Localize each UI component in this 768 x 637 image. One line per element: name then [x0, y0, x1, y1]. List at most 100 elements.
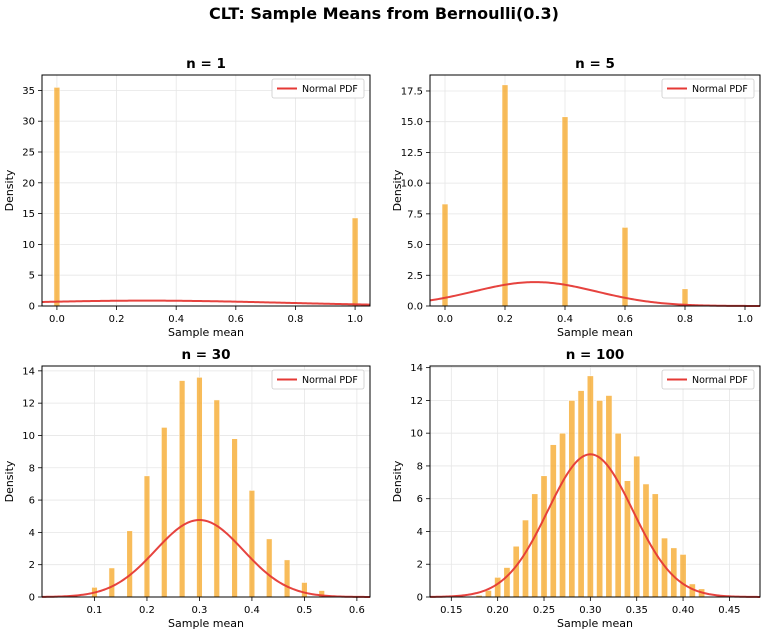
histogram-bar: [559, 432, 567, 598]
y-tick-label: 15.0: [401, 117, 423, 128]
x-tick-label: 0.6: [617, 314, 633, 325]
y-tick-label: 5: [29, 271, 35, 282]
y-tick-label: 8: [29, 463, 35, 474]
histogram-bar: [651, 493, 659, 598]
y-tick-label: 35: [22, 86, 35, 97]
y-tick-label: 14: [410, 363, 423, 374]
x-tick-label: 0.6: [349, 605, 365, 616]
histogram-bar: [494, 577, 502, 598]
histogram-bar: [596, 400, 604, 598]
y-axis-label: Density: [3, 169, 16, 211]
y-tick-label: 6: [417, 494, 423, 505]
x-tick-label: 0.3: [191, 605, 207, 616]
histogram-bar: [283, 559, 291, 598]
x-tick-label: 0.5: [296, 605, 312, 616]
legend: Normal PDF: [271, 78, 365, 99]
histogram-bar: [561, 116, 569, 307]
x-tick-label: 0.15: [440, 605, 462, 616]
y-tick-label: 2: [29, 560, 35, 571]
histogram-bar: [503, 567, 511, 598]
y-tick-label: 4: [417, 527, 423, 538]
y-tick-label: 4: [29, 528, 35, 539]
chart-panel-3: 0.1 0.2 0.3 0.4 0.5 0.6 0 2 4 6 8 10 12 14 n = 30 Sampl…: [3, 347, 371, 630]
y-tick-label: 0.0: [407, 302, 423, 313]
panel-title: n = 100: [566, 347, 625, 363]
y-tick-label: 30: [22, 117, 35, 128]
histogram-bar: [586, 375, 594, 598]
x-tick-label: 0.8: [677, 314, 693, 325]
histogram-bar: [681, 288, 689, 307]
legend-box: [661, 78, 755, 99]
legend-box: [271, 369, 365, 390]
histogram-bar: [568, 400, 576, 598]
y-tick-label: 15: [22, 209, 35, 220]
y-tick-label: 7.5: [407, 209, 423, 220]
x-tick-label: 0.4: [244, 605, 260, 616]
histogram-bar: [161, 427, 168, 598]
y-tick-label: 20: [22, 178, 35, 189]
x-tick-label: 0.0: [437, 314, 453, 325]
x-tick-label: 0.35: [626, 605, 648, 616]
y-tick-label: 12: [22, 399, 35, 410]
chart-panel-1: 0.0 0.2 0.4 0.6 0.8 1.0 0 5 10 15 20 25 30 35 n = 1 Sam…: [3, 56, 371, 339]
histogram-bar: [248, 490, 256, 598]
axes-frame: [41, 74, 371, 307]
x-axis-label: Sample mean: [557, 326, 633, 339]
histogram-bar: [633, 455, 641, 598]
histogram-bar: [670, 547, 678, 598]
histogram-bar: [614, 432, 622, 598]
normal-pdf-line: [41, 519, 371, 598]
x-tick-label: 0.2: [109, 314, 125, 325]
y-tick-label: 10: [22, 240, 35, 251]
histogram-bar: [196, 377, 203, 598]
x-tick-label: 0.30: [579, 605, 601, 616]
histogram-bar: [143, 475, 151, 598]
panel-title: n = 1: [186, 56, 226, 72]
histogram-bar: [522, 519, 529, 598]
normal-pdf-line: [429, 281, 760, 307]
legend-label: Normal PDF: [692, 84, 748, 95]
y-tick-label: 10: [22, 431, 35, 442]
histogram-bar: [178, 380, 186, 598]
y-tick-label: 2.5: [407, 271, 423, 282]
histogram-bar: [501, 84, 509, 307]
histogram-bar: [621, 227, 629, 307]
x-axis-label: Sample mean: [168, 617, 244, 630]
y-tick-label: 25: [22, 148, 35, 159]
y-tick-label: 6: [29, 496, 35, 507]
x-tick-label: 0.1: [87, 605, 103, 616]
y-tick-label: 0: [29, 302, 35, 313]
y-tick-label: 5.0: [407, 240, 423, 251]
legend-box: [661, 369, 755, 390]
histogram-bar: [301, 582, 308, 598]
legend-box: [271, 78, 365, 99]
x-tick-label: 0.2: [497, 314, 513, 325]
histogram-bar: [549, 444, 557, 598]
x-axis-label: Sample mean: [168, 326, 244, 339]
legend-label: Normal PDF: [692, 375, 748, 386]
x-tick-label: 0.40: [672, 605, 694, 616]
histogram-bar: [605, 395, 613, 598]
x-tick-label: 0.4: [557, 314, 573, 325]
y-tick-label: 10: [410, 429, 423, 440]
histogram-bar: [231, 438, 238, 598]
normal-pdf-line: [41, 299, 371, 306]
y-tick-label: 0: [417, 593, 423, 604]
histogram-bar: [484, 590, 492, 598]
y-tick-label: 8: [417, 461, 423, 472]
figure-title: CLT: Sample Means from Bernoulli(0.3): [209, 4, 559, 23]
histogram-bar: [266, 538, 273, 598]
y-tick-label: 14: [22, 366, 35, 377]
x-tick-label: 0.20: [487, 605, 509, 616]
histogram-bar: [126, 530, 133, 598]
x-tick-label: 0.8: [288, 314, 304, 325]
x-tick-label: 0.25: [533, 605, 555, 616]
y-tick-label: 0: [29, 593, 35, 604]
chart-panel-4: 0.15 0.20 0.25 0.30 0.35 0.40 0.45 0 2 4 6 8 10 12 14 n…: [391, 347, 761, 630]
x-tick-label: 0.6: [228, 314, 244, 325]
y-tick-label: 2: [417, 560, 423, 571]
histogram-bar: [213, 399, 220, 598]
panel-title: n = 30: [181, 347, 230, 363]
